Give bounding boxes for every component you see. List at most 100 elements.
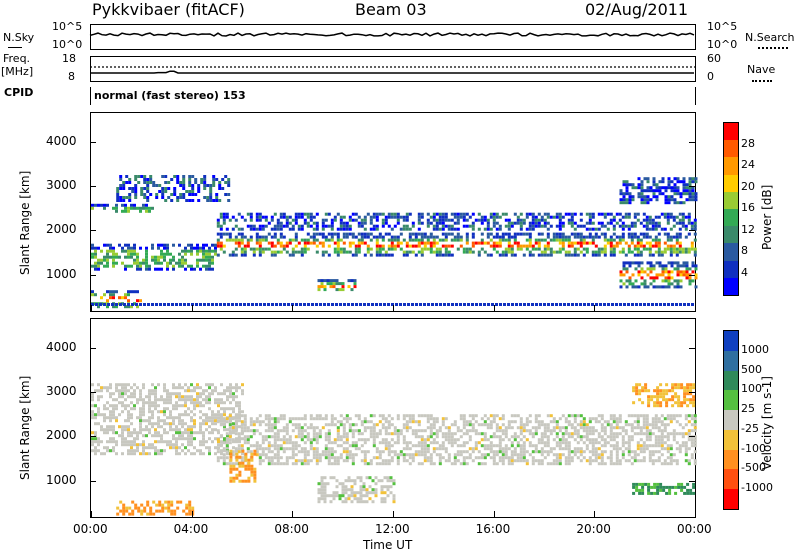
heatmap-cell (237, 227, 241, 231)
heatmap-cell (447, 435, 451, 439)
heatmap-cell (309, 218, 313, 222)
heatmap-cell (234, 438, 238, 442)
colorbar-tick-label: 25 (741, 402, 755, 416)
heatmap-cell (163, 243, 166, 247)
heatmap-cell (173, 509, 177, 513)
heatmap-cell (159, 303, 162, 306)
heatmap-cell (582, 238, 586, 242)
heatmap-cell (600, 426, 604, 430)
heatmap-cell (465, 423, 469, 427)
heatmap-cell (644, 482, 648, 486)
heatmap-cell (166, 395, 169, 399)
heatmap-cell (600, 435, 604, 439)
heatmap-cell (429, 462, 433, 466)
heatmap-cell (345, 438, 349, 442)
heatmap-cell (543, 253, 547, 257)
heatmap-cell (619, 270, 623, 274)
heatmap-cell (211, 416, 214, 420)
heatmap-cell (628, 276, 632, 280)
heatmap-cell (435, 235, 439, 239)
heatmap-cell (450, 218, 454, 222)
heatmap-cell (668, 485, 672, 489)
heatmap-cell (582, 253, 586, 257)
heatmap-cell (396, 238, 400, 242)
heatmap-cell (320, 476, 324, 480)
heatmap-cell (190, 425, 193, 429)
heatmap-cell (426, 218, 430, 222)
heatmap-cell (297, 224, 301, 228)
heatmap-cell (187, 249, 190, 253)
heatmap-cell (338, 288, 342, 292)
heatmap-cell (128, 187, 132, 190)
heatmap-cell (143, 509, 147, 513)
heatmap-cell (178, 419, 181, 423)
heatmap-cell (158, 500, 162, 504)
heatmap-cell (384, 253, 388, 257)
heatmap-cell (327, 435, 331, 439)
heatmap-cell (145, 258, 148, 262)
heatmap-cell (420, 450, 424, 454)
heatmap-cell (579, 423, 583, 427)
heatmap-cell (139, 209, 142, 213)
heatmap-cell (648, 227, 652, 231)
heatmap-cell (405, 423, 409, 427)
heatmap-cell (130, 264, 133, 268)
heatmap-cell (392, 500, 396, 504)
heatmap-cell (312, 241, 316, 245)
heatmap-cell (291, 447, 295, 451)
heatmap-cell (360, 423, 364, 427)
heatmap-cell (516, 247, 520, 251)
heatmap-cell (443, 303, 446, 306)
heatmap-cell (163, 428, 166, 432)
heatmap-cell (390, 417, 394, 421)
heatmap-cell (498, 450, 502, 454)
heatmap-cell (667, 180, 671, 184)
heatmap-cell (431, 303, 434, 306)
heatmap-cell (570, 456, 574, 460)
heatmap-cell (585, 212, 589, 216)
heatmap-cell (546, 435, 550, 439)
heatmap-cell (570, 435, 574, 439)
heatmap-cell (270, 227, 274, 231)
y-tick-mark (689, 230, 695, 232)
heatmap-cell (178, 452, 181, 456)
heatmap-cell (507, 227, 511, 231)
heatmap-cell (241, 410, 244, 414)
heatmap-cell (455, 303, 458, 306)
heatmap-cell (516, 221, 520, 225)
heatmap-cell (182, 193, 186, 196)
heatmap-cell (244, 467, 248, 471)
heatmap-cell (393, 441, 397, 445)
heatmap-cell (408, 453, 412, 457)
heatmap-cell (323, 476, 327, 480)
heatmap-cell (689, 389, 693, 393)
heatmap-cell (369, 435, 373, 439)
heatmap-cell (344, 485, 348, 489)
x-tick-mark (594, 305, 596, 312)
heatmap-cell (564, 235, 568, 239)
heatmap-cell (363, 420, 367, 424)
heatmap-cell (125, 175, 129, 178)
heatmap-cell (612, 247, 616, 251)
heatmap-cell (450, 444, 454, 448)
heatmap-cell (193, 422, 196, 426)
heatmap-cell (167, 303, 170, 306)
heatmap-cell (270, 450, 274, 454)
heatmap-cell (303, 303, 306, 306)
heatmap-cell (94, 404, 97, 408)
heatmap-cell (528, 238, 532, 242)
heatmap-cell (661, 270, 665, 274)
heatmap-cell (450, 253, 454, 257)
heatmap-cell (646, 261, 650, 265)
heatmap-cell (333, 250, 337, 254)
heatmap-cell (636, 441, 640, 445)
heatmap-cell (240, 444, 244, 448)
heatmap-cell (255, 227, 259, 231)
heatmap-cell (656, 389, 660, 393)
heatmap-cell (342, 250, 346, 254)
heatmap-cell (124, 428, 127, 432)
heatmap-cell (146, 178, 150, 181)
heatmap-cell (609, 435, 613, 439)
heatmap-cell (426, 235, 430, 239)
heatmap-cell (663, 447, 667, 451)
